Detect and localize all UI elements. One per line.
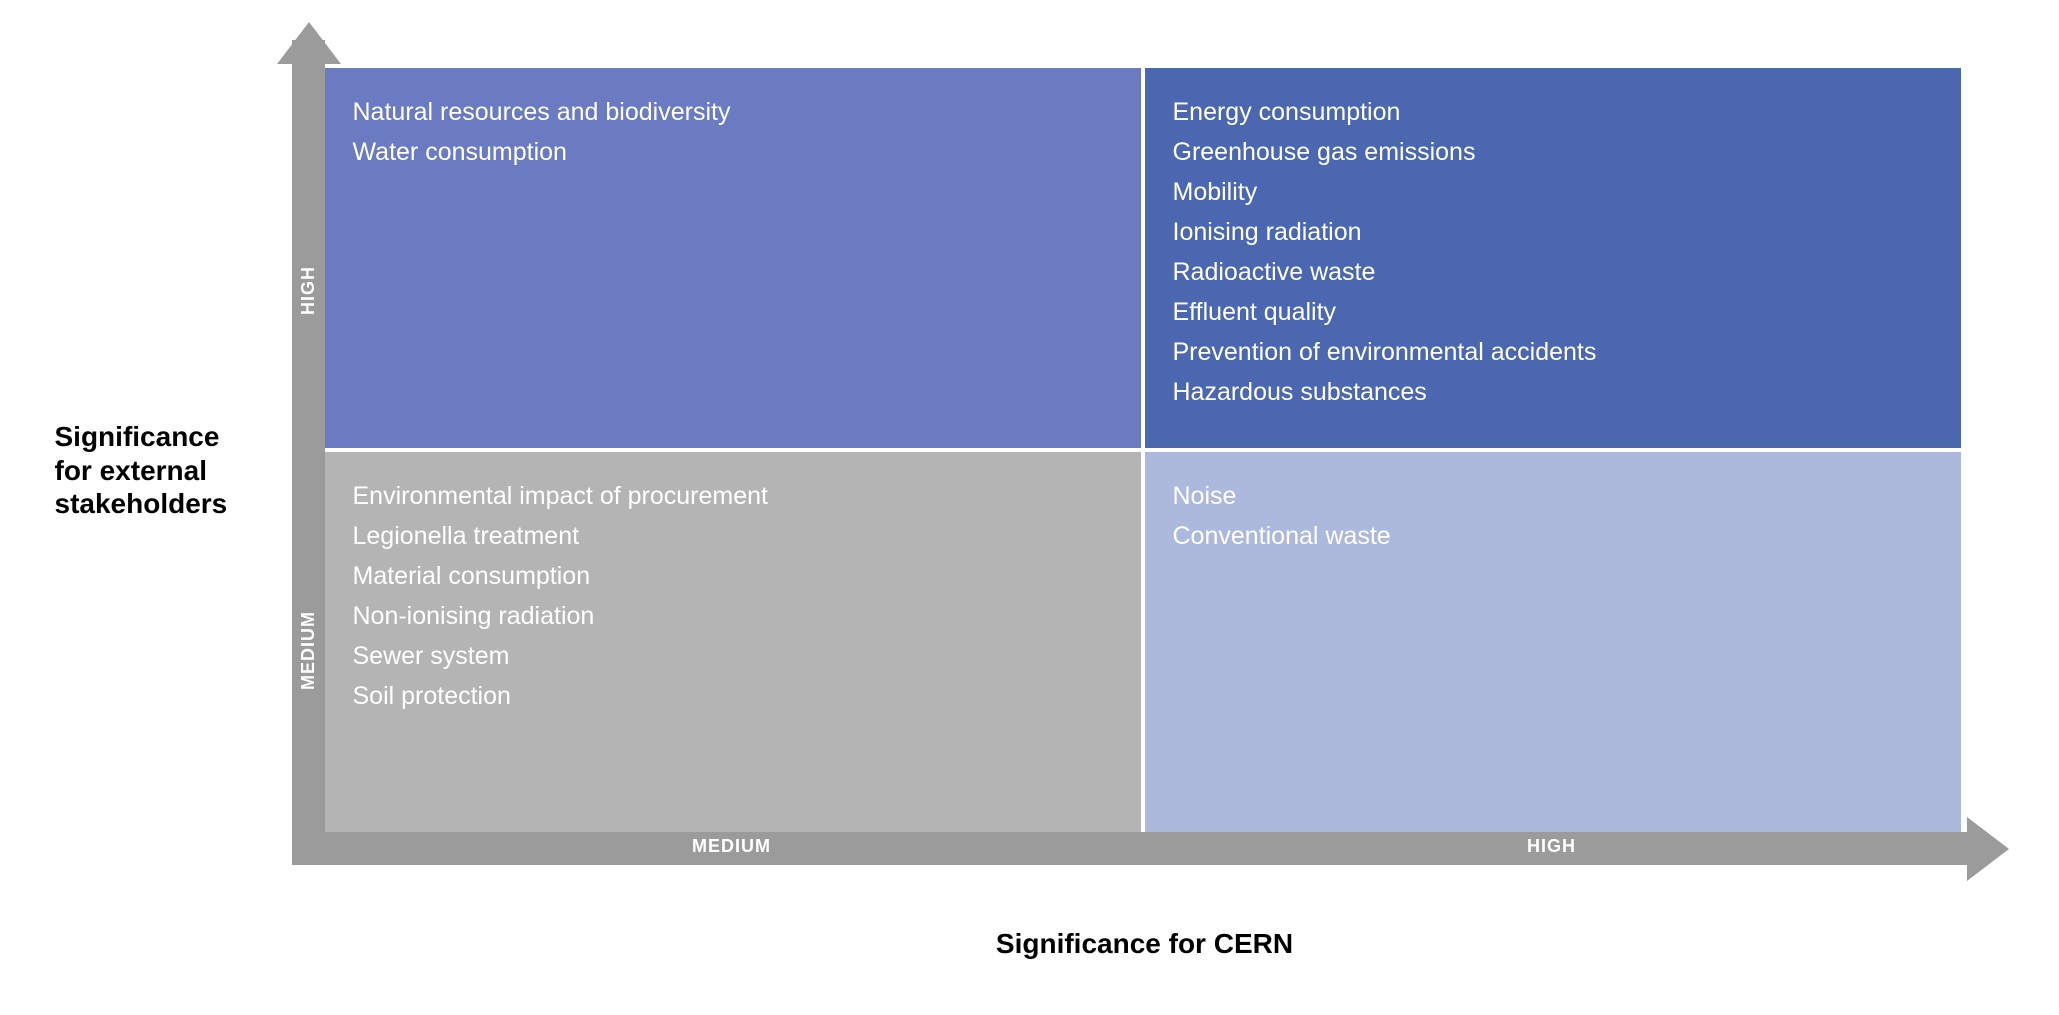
y-axis-label: Significance for external stakeholders xyxy=(55,420,255,521)
x-axis-arrowhead xyxy=(1967,817,2009,881)
quadrant-high-high: Energy consumptionGreenhouse gas emissio… xyxy=(1145,68,1961,448)
matrix-item: Sewer system xyxy=(353,636,1113,676)
x-axis-label: Significance for CERN xyxy=(325,928,1965,960)
matrix-item: Water consumption xyxy=(353,132,1113,172)
matrix-item: Ionising radiation xyxy=(1173,212,1933,252)
matrix-item: Noise xyxy=(1173,476,1933,516)
matrix-item: Prevention of environmental accidents xyxy=(1173,332,1933,372)
y-tick-medium: MEDIUM xyxy=(296,470,322,830)
matrix-item: Soil protection xyxy=(353,676,1113,716)
matrix-item: Radioactive waste xyxy=(1173,252,1933,292)
y-tick-high: HIGH xyxy=(296,110,322,470)
quadrant-medium-medium: Environmental impact of procurementLegio… xyxy=(325,452,1141,832)
matrix-item: Hazardous substances xyxy=(1173,372,1933,412)
matrix-item: Effluent quality xyxy=(1173,292,1933,332)
matrix-item: Greenhouse gas emissions xyxy=(1173,132,1933,172)
matrix-item: Conventional waste xyxy=(1173,516,1933,556)
matrix-item: Legionella treatment xyxy=(353,516,1113,556)
x-tick-high: HIGH xyxy=(1143,836,1961,857)
matrix-item: Mobility xyxy=(1173,172,1933,212)
matrix-item: Material consumption xyxy=(353,556,1113,596)
matrix-item: Energy consumption xyxy=(1173,92,1933,132)
matrix-item: Non-ionising radiation xyxy=(353,596,1113,636)
materiality-matrix: Significance for external stakeholders S… xyxy=(55,40,2005,960)
quadrant-medium-high: Natural resources and biodiversityWater … xyxy=(325,68,1141,448)
quadrant-grid: Natural resources and biodiversityWater … xyxy=(325,68,1961,832)
quadrant-high-medium: NoiseConventional waste xyxy=(1145,452,1961,832)
matrix-item: Environmental impact of procurement xyxy=(353,476,1113,516)
x-tick-medium: MEDIUM xyxy=(325,836,1139,857)
matrix-item: Natural resources and biodiversity xyxy=(353,92,1113,132)
